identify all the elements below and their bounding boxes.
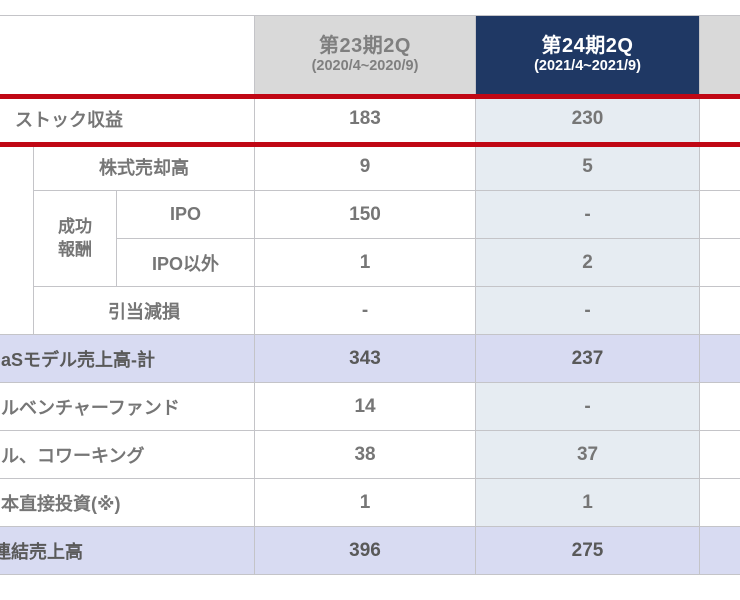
success-fee-group-cell: 成功 報酬 <box>34 191 117 287</box>
non-ipo-curr-value: 2 <box>476 239 701 287</box>
saas-total-prev-value: 343 <box>255 335 477 383</box>
row-success-fee-ipo: 成功 報酬 IPO 150 - <box>0 191 740 287</box>
success-fee-group-line2: 報酬 <box>58 239 92 259</box>
row-label-saas-total: aSモデル売上高-計 <box>0 335 256 383</box>
consolidated-revenue-curr-value: 275 <box>476 527 701 575</box>
ipo-prev-value: 150 <box>255 191 477 239</box>
red-divider-top <box>0 94 740 99</box>
impairment-extra-cell <box>700 287 740 335</box>
hotel-coworking-prev-value: 38 <box>255 431 477 479</box>
ipo-extra-cell <box>700 191 740 239</box>
row-direct-investment: 本直接投資(※) 1 1 <box>0 479 740 527</box>
left-gutter-cell <box>0 143 34 335</box>
row-label-venture-fund: ルベンチャーファンド <box>0 383 256 431</box>
prev-period-title: 第23期2Q <box>319 35 411 58</box>
row-label-impairment: 引当減損 <box>34 287 256 335</box>
stock-revenue-extra-cell <box>700 95 740 143</box>
impairment-curr-value: - <box>476 287 701 335</box>
stock-revenue-curr-value: 230 <box>476 95 701 143</box>
hotel-coworking-extra-cell <box>700 431 740 479</box>
curr-period-range: (2021/4~2021/9) <box>534 58 641 75</box>
row-impairment-provision: 引当減損 - - <box>0 287 740 335</box>
row-label-ipo: IPO <box>117 191 256 239</box>
row-label-stock-revenue: ストック収益 <box>0 95 256 143</box>
header-curr-period-cell: 第24期2Q (2021/4~2021/9) <box>476 15 701 95</box>
non-ipo-extra-cell <box>700 239 740 287</box>
direct-investment-curr-value: 1 <box>476 479 701 527</box>
row-label-direct-investment: 本直接投資(※) <box>0 479 256 527</box>
share-sales-extra-cell <box>700 143 740 191</box>
row-label-hotel-coworking: ル、コワーキング <box>0 431 256 479</box>
hotel-coworking-curr-value: 37 <box>476 431 701 479</box>
venture-fund-prev-value: 14 <box>255 383 477 431</box>
consolidated-revenue-label-text: 連結売上高 <box>0 541 83 562</box>
venture-fund-curr-value: - <box>476 383 701 431</box>
stock-revenue-prev-value: 183 <box>255 95 477 143</box>
red-divider-bottom <box>0 142 740 147</box>
row-consolidated-revenue: 連結売上高 396 275 <box>0 527 740 575</box>
row-label-consolidated-revenue: 連結売上高 <box>0 527 256 575</box>
results-table: 第23期2Q (2020/4~2020/9) 第24期2Q (2021/4~20… <box>0 15 740 575</box>
saas-total-curr-value: 237 <box>476 335 701 383</box>
table-header-row: 第23期2Q (2020/4~2020/9) 第24期2Q (2021/4~20… <box>0 15 740 95</box>
row-stock-revenue: ストック収益 183 230 <box>0 95 740 143</box>
row-success-fee-non-ipo: IPO以外 1 2 <box>0 239 740 287</box>
row-venture-fund: ルベンチャーファンド 14 - <box>0 383 740 431</box>
success-fee-group-line1: 成功 <box>58 217 92 237</box>
impairment-prev-value: - <box>255 287 477 335</box>
header-empty-cell <box>0 15 256 95</box>
curr-period-title: 第24期2Q <box>541 35 634 58</box>
direct-investment-extra-cell <box>700 479 740 527</box>
venture-fund-extra-cell <box>700 383 740 431</box>
consolidated-revenue-prev-value: 396 <box>255 527 477 575</box>
row-label-non-ipo: IPO以外 <box>117 239 256 287</box>
header-extra-column-cell <box>700 15 740 95</box>
direct-investment-prev-value: 1 <box>255 479 477 527</box>
prev-period-range: (2020/4~2020/9) <box>311 58 419 75</box>
ipo-curr-value: - <box>476 191 701 239</box>
saas-total-extra-cell <box>700 335 740 383</box>
consolidated-revenue-extra-cell <box>700 527 740 575</box>
share-sales-prev-value: 9 <box>255 143 477 191</box>
row-share-sales: 株式売却高 9 5 <box>0 143 740 335</box>
row-label-share-sales: 株式売却高 <box>34 143 256 191</box>
non-ipo-prev-value: 1 <box>255 239 477 287</box>
row-saas-model-total: aSモデル売上高-計 343 237 <box>0 335 740 383</box>
header-prev-period-cell: 第23期2Q (2020/4~2020/9) <box>255 15 477 95</box>
row-hotel-coworking: ル、コワーキング 38 37 <box>0 431 740 479</box>
share-sales-curr-value: 5 <box>476 143 701 191</box>
